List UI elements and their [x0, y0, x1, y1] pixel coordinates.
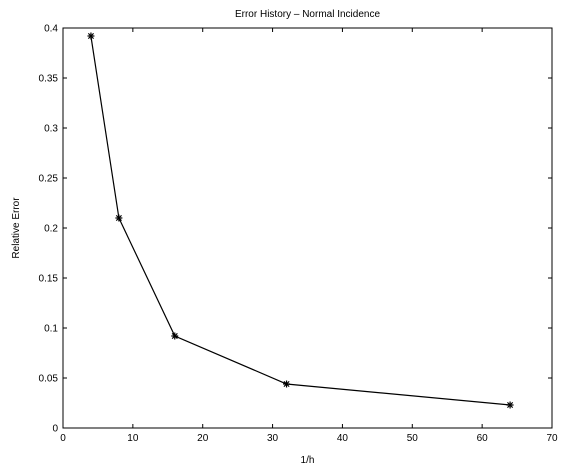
y-axis-ticks: 0 0.05 0.1 0.15 0.2 0.25 0.3 0.35 0.4 — [39, 24, 552, 435]
series-group — [87, 32, 514, 409]
data-point-marker — [87, 32, 95, 40]
x-tick-label: 30 — [267, 433, 279, 444]
y-tick-label: 0.05 — [39, 374, 59, 385]
data-point-marker — [283, 380, 291, 388]
chart-title: Error History – Normal Incidence — [235, 9, 380, 20]
x-tick-label: 60 — [477, 433, 489, 444]
data-point-marker — [115, 214, 123, 222]
x-tick-label: 20 — [197, 433, 209, 444]
x-tick-label: 70 — [546, 433, 558, 444]
y-tick-label: 0.35 — [39, 74, 59, 85]
y-tick-label: 0.3 — [44, 124, 58, 135]
data-point-marker — [171, 332, 179, 340]
x-tick-label: 40 — [337, 433, 349, 444]
x-tick-label: 10 — [127, 433, 139, 444]
data-point-marker — [506, 401, 514, 409]
plot-area-frame — [62, 27, 553, 429]
x-tick-label: 50 — [407, 433, 419, 444]
y-tick-label: 0 — [52, 424, 58, 435]
x-axis-ticks: 0 10 20 30 40 50 60 70 — [60, 28, 558, 444]
y-tick-label: 0.1 — [44, 324, 58, 335]
y-tick-label: 0.4 — [44, 24, 58, 35]
x-tick-label: 0 — [60, 433, 66, 444]
y-tick-label: 0.25 — [39, 174, 59, 185]
series-line — [90, 35, 511, 406]
y-tick-label: 0.2 — [44, 224, 58, 235]
x-axis-label: 1/h — [301, 455, 315, 466]
y-axis-label: Relative Error — [11, 197, 22, 259]
y-tick-label: 0.15 — [39, 274, 59, 285]
